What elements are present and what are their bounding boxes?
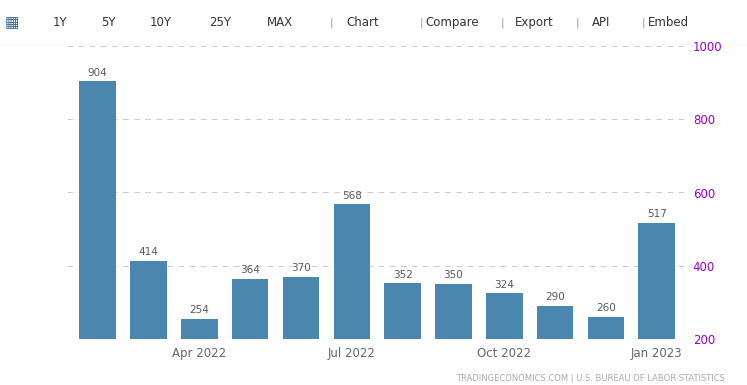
- Text: |: |: [420, 17, 423, 28]
- Text: TRADINGECONOMICS.COM | U.S. BUREAU OF LABOR STATISTICS: TRADINGECONOMICS.COM | U.S. BUREAU OF LA…: [456, 374, 725, 383]
- Text: 350: 350: [444, 270, 463, 280]
- Text: 324: 324: [495, 280, 514, 290]
- Bar: [486, 293, 523, 385]
- Bar: [436, 284, 472, 385]
- Text: 364: 364: [241, 265, 260, 275]
- Text: 260: 260: [596, 303, 616, 313]
- Bar: [333, 204, 370, 385]
- Text: Chart: Chart: [346, 16, 379, 29]
- Text: Embed: Embed: [648, 16, 689, 29]
- Text: 904: 904: [88, 68, 108, 78]
- Bar: [181, 319, 217, 385]
- Text: 5Y: 5Y: [101, 16, 116, 29]
- Bar: [232, 279, 268, 385]
- Text: 414: 414: [139, 247, 158, 257]
- Text: Compare: Compare: [425, 16, 479, 29]
- Text: 370: 370: [291, 263, 311, 273]
- Bar: [639, 223, 675, 385]
- Text: 517: 517: [647, 209, 666, 219]
- Text: 1Y: 1Y: [52, 16, 67, 29]
- Text: |: |: [500, 17, 503, 28]
- Text: Export: Export: [515, 16, 554, 29]
- Text: 352: 352: [393, 270, 412, 280]
- Text: |: |: [642, 17, 645, 28]
- Bar: [282, 276, 319, 385]
- Text: API: API: [592, 16, 610, 29]
- Bar: [588, 317, 624, 385]
- Text: MAX: MAX: [267, 16, 293, 29]
- Text: |: |: [576, 17, 579, 28]
- Bar: [385, 283, 421, 385]
- Text: 25Y: 25Y: [209, 16, 232, 29]
- Text: 10Y: 10Y: [149, 16, 172, 29]
- Bar: [79, 81, 116, 385]
- Text: 568: 568: [342, 191, 362, 201]
- Text: ▦: ▦: [4, 15, 19, 30]
- Text: 254: 254: [190, 305, 209, 315]
- Bar: [130, 261, 167, 385]
- Bar: [537, 306, 574, 385]
- Text: 290: 290: [545, 292, 565, 302]
- Text: |: |: [330, 17, 333, 28]
